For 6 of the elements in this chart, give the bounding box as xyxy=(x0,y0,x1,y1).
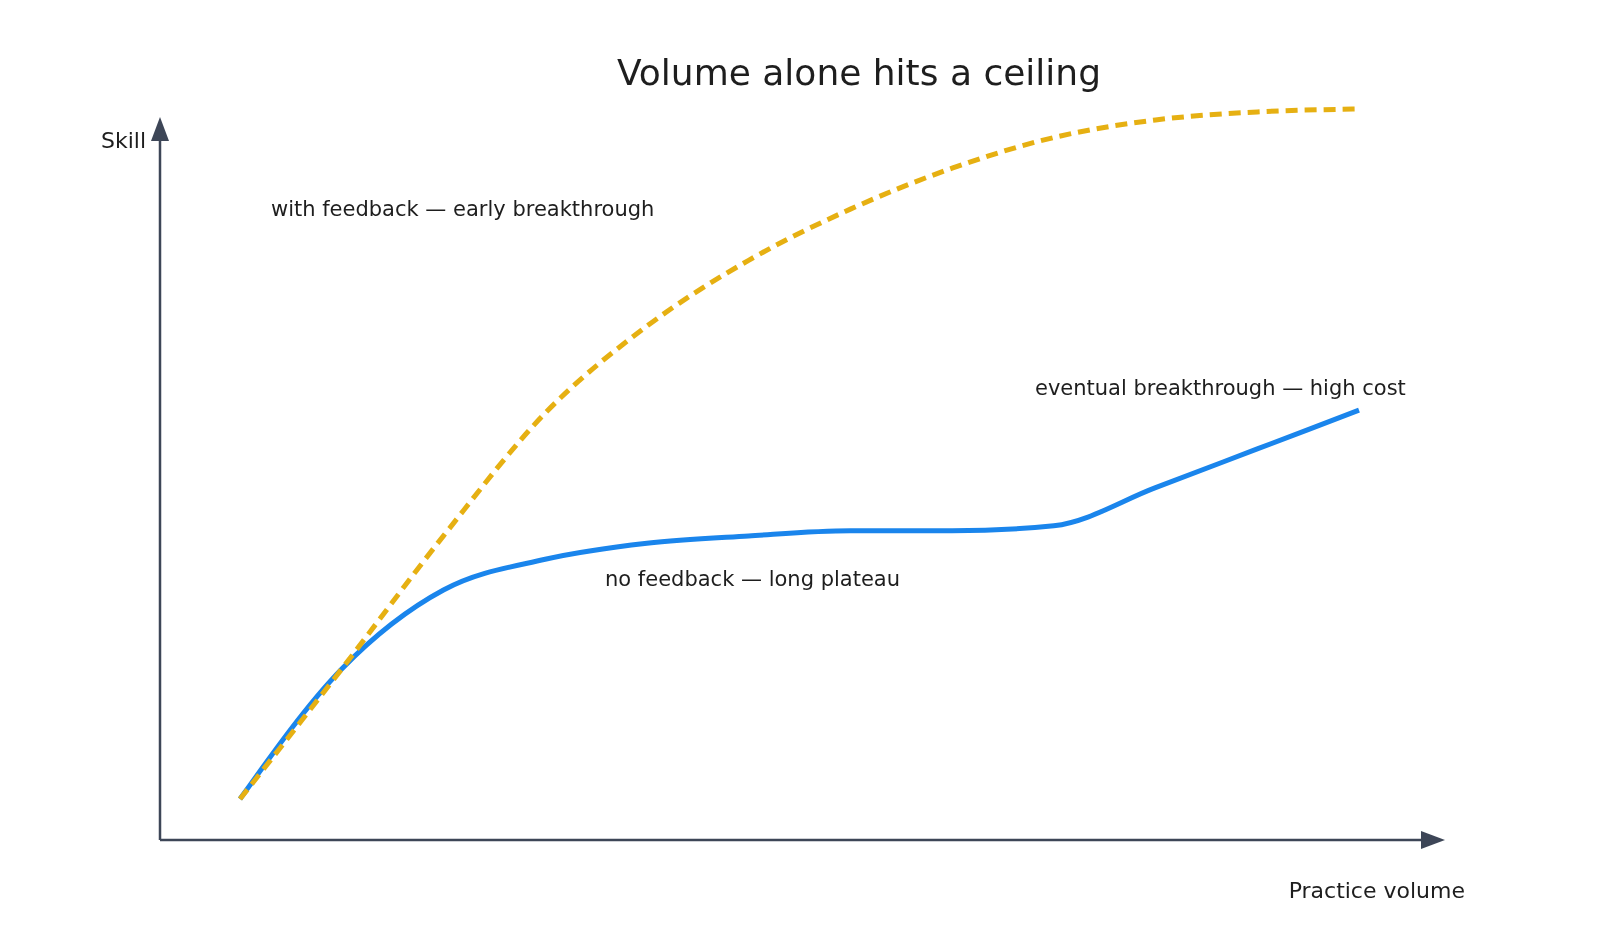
annotation: with feedback — early breakthrough xyxy=(271,197,655,221)
annotation: no feedback — long plateau xyxy=(605,567,901,591)
y-axis-title: Skill xyxy=(100,128,146,153)
x-axis-title: Practice volume xyxy=(1288,878,1465,903)
chart-title: Volume alone hits a ceiling xyxy=(616,52,1102,93)
annotation: eventual breakthrough — high cost xyxy=(1035,376,1406,400)
